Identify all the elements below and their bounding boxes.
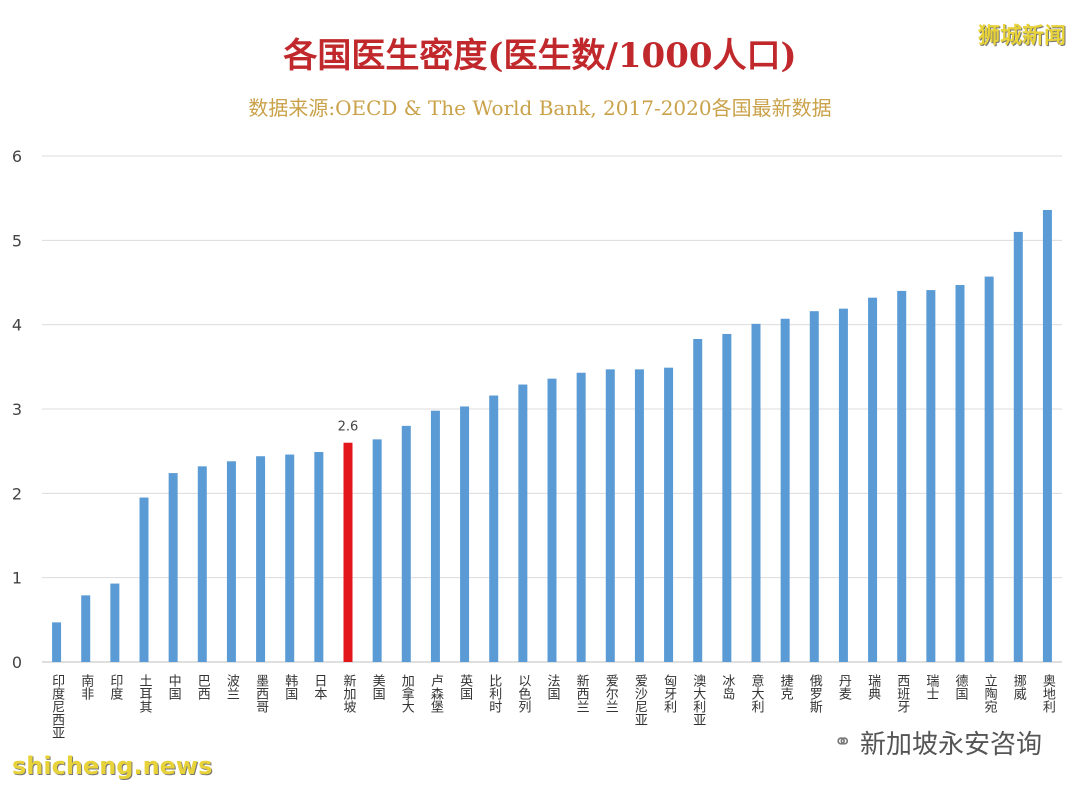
bar [430, 410, 440, 662]
bar [226, 461, 236, 662]
x-tick-label: 法国 [545, 674, 561, 700]
y-tick-label: 2 [12, 484, 22, 503]
y-tick-label: 0 [12, 653, 22, 672]
bar [722, 333, 732, 662]
y-tick-label: 4 [12, 316, 22, 335]
bar [955, 285, 965, 662]
x-tick-label: 印度 [107, 674, 123, 700]
x-tick-label: 加拿大 [399, 674, 415, 713]
bar [838, 308, 848, 662]
x-tick-label: 澳大利亚 [690, 673, 706, 726]
bar [547, 378, 557, 662]
bar [81, 595, 91, 662]
x-tick-label: 比利时 [486, 674, 502, 713]
bar [401, 425, 411, 662]
x-tick-label: 冰岛 [719, 674, 735, 700]
bar [693, 339, 703, 662]
bar [489, 395, 499, 662]
bar [52, 622, 62, 662]
x-tick-label: 韩国 [282, 674, 298, 700]
x-tick-label: 以色列 [515, 674, 531, 714]
x-tick-label: 墨西哥 [253, 674, 269, 713]
bar [285, 454, 295, 662]
x-tick-label: 瑞典 [865, 674, 881, 700]
x-tick-label: 奥地利 [1040, 674, 1056, 713]
x-tick-label: 巴西 [195, 674, 211, 700]
x-tick-label: 新加坡 [341, 673, 357, 713]
data-label: 2.6 [338, 420, 359, 435]
bar [1042, 209, 1052, 662]
x-tick-label: 瑞士 [923, 674, 939, 700]
watermark-bottom-right: ⚭ 新加坡永安咨询 [834, 724, 1042, 761]
bar [897, 290, 907, 662]
y-tick-label: 6 [12, 147, 22, 166]
bar [372, 439, 382, 662]
watermark-top-right: 狮城新闻 [977, 24, 1066, 49]
x-tick-label: 匈牙利 [661, 674, 677, 713]
x-tick-label: 卢森堡 [428, 673, 444, 713]
y-tick-label: 1 [12, 569, 22, 588]
wechat-bubble-icon: ⚭ [833, 730, 852, 755]
bar [751, 323, 761, 662]
x-tick-label: 俄罗斯 [807, 674, 823, 714]
x-tick-label: 立陶宛 [982, 674, 998, 714]
x-tick-label: 爱沙尼亚 [632, 674, 648, 726]
bar [926, 290, 936, 662]
x-tick-label: 意大利 [749, 673, 765, 713]
x-tick-label: 英国 [457, 674, 473, 700]
bar [314, 452, 324, 662]
y-tick-label: 5 [12, 231, 22, 250]
bar [605, 369, 615, 662]
x-tick-label: 印度尼西亚 [49, 674, 64, 739]
bar [809, 311, 819, 662]
y-tick-label: 3 [12, 400, 22, 419]
watermark-bottom-left: shicheng.news [12, 752, 213, 780]
bar [664, 367, 674, 662]
x-tick-label: 西班牙 [894, 674, 910, 713]
x-tick-label: 爱尔兰 [603, 674, 619, 713]
bar [984, 276, 994, 662]
x-tick-label: 捷克 [778, 674, 794, 701]
x-tick-label: 中国 [166, 674, 181, 700]
bar [256, 456, 266, 662]
x-tick-label: 土耳其 [137, 674, 153, 713]
bar [460, 406, 470, 662]
x-tick-label: 波兰 [224, 674, 240, 700]
bar [634, 369, 644, 662]
bar [343, 442, 353, 662]
x-tick-label: 挪威 [1011, 674, 1026, 700]
chart-subtitle: 数据来源:OECD & The World Bank, 2017-2020各国最… [248, 96, 832, 120]
bar [868, 297, 878, 662]
bar [197, 466, 207, 662]
bar [139, 497, 149, 662]
x-tick-label: 南非 [78, 673, 94, 700]
bar [110, 583, 120, 662]
x-tick-label: 新西兰 [574, 673, 590, 713]
bar [518, 384, 528, 662]
chart-title: 各国医生密度(医生数/1000人口) [283, 36, 797, 76]
x-tick-label: 德国 [953, 674, 969, 700]
bar [168, 473, 178, 662]
x-tick-label: 丹麦 [836, 674, 852, 700]
x-tick-label: 日本 [311, 674, 327, 700]
bar [780, 318, 790, 662]
watermark-bottom-right-text: 新加坡永安咨询 [859, 730, 1042, 760]
bar [1013, 231, 1023, 662]
x-tick-label: 美国 [370, 674, 386, 700]
bar [576, 372, 586, 662]
